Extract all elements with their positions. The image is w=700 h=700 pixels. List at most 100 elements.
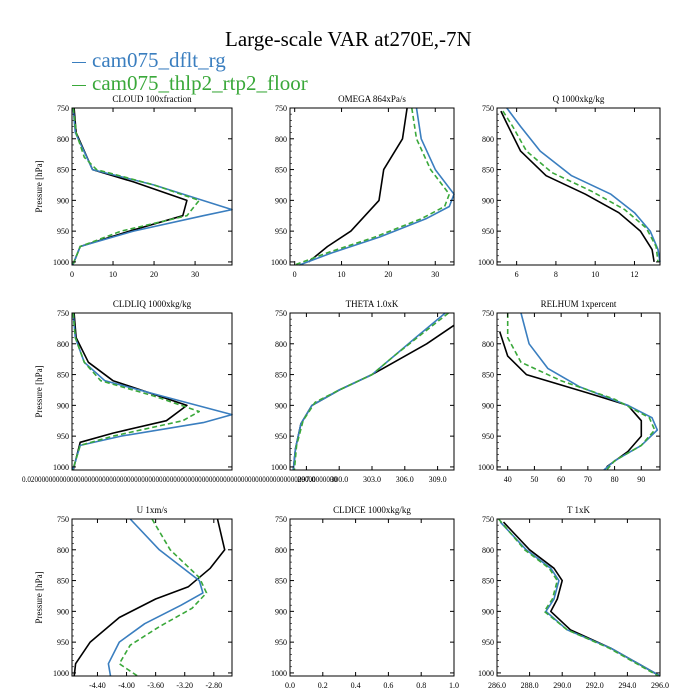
y-tick-label: 800 [482, 135, 494, 144]
y-tick-label: 950 [57, 432, 69, 441]
y-tick-label: 750 [482, 515, 494, 524]
x-tick-label: 297.0 [297, 475, 315, 484]
series-line-cam075_thlp2_rtp2_floor [293, 312, 449, 471]
x-tick-label: 288.0 [521, 681, 539, 690]
axes-frame [289, 518, 455, 677]
x-tick-label: 306.0 [396, 475, 414, 484]
panel-title: CLOUD 100xfraction [112, 94, 192, 104]
y-tick-label: 800 [57, 546, 69, 555]
x-tick-label: 0 [293, 270, 297, 279]
y-axis-label: Pressure [hPa] [34, 365, 44, 417]
series-line-black [292, 324, 455, 471]
y-tick-label: 800 [275, 340, 287, 349]
y-tick-label: 1000 [271, 463, 287, 472]
legend-entry-floor: cam075_thlp2_rtp2_floor [72, 71, 308, 96]
y-tick-label: 750 [275, 104, 287, 113]
axes-frame [289, 107, 455, 266]
x-tick-label: 20 [384, 270, 392, 279]
x-tick-label: -2.80 [205, 681, 222, 690]
x-tick-label: 30 [431, 270, 439, 279]
y-tick-label: 1000 [53, 258, 69, 267]
panel-2: OMEGA 864xPa/s 750 800 850 900 950 1000 0 10 20 30 [271, 94, 455, 279]
series-line-cam075_thlp2_rtp2_floor [118, 518, 208, 677]
panel-title: T 1xK [567, 505, 591, 515]
y-tick-label: 800 [57, 340, 69, 349]
axes-frame [496, 312, 661, 471]
panel-4: CLDLIQ 1000xkg/kg 750 800 850 900 950 1000 0.02… [22, 299, 337, 484]
x-tick-label: -4.00 [118, 681, 135, 690]
x-tick-label: 6 [515, 270, 519, 279]
x-tick-label: 0.4 [351, 681, 361, 690]
y-tick-label: 950 [275, 638, 287, 647]
x-tick-label: 30 [191, 270, 199, 279]
y-tick-label: 1000 [478, 669, 494, 678]
y-tick-label: 800 [275, 546, 287, 555]
series-line-cam075_thlp2_rtp2_floor [72, 312, 200, 471]
x-tick-label: 0.6 [383, 681, 393, 690]
x-tick-label: 40 [504, 475, 512, 484]
x-tick-label: 0.2 [318, 681, 328, 690]
series-line-black [73, 518, 226, 677]
y-tick-label: 850 [482, 371, 494, 380]
series-line-cam075_thlp2_rtp2_floor [497, 518, 659, 677]
x-tick-label: 20 [150, 270, 158, 279]
x-tick-label: 8 [554, 270, 558, 279]
x-tick-label: -3.60 [147, 681, 164, 690]
y-tick-label: 750 [482, 104, 494, 113]
y-tick-label: 1000 [53, 463, 69, 472]
x-tick-label: -3.20 [176, 681, 193, 690]
x-tick-label: 60 [557, 475, 565, 484]
panel-title: Q 1000xkg/kg [553, 94, 605, 104]
y-tick-label: 900 [275, 196, 287, 205]
panel-title: RELHUM 1xpercent [541, 299, 617, 309]
panel-7: U 1xm/s 750 800 850 900 950 1000 -4.40 -4.00 -3.6… [34, 505, 233, 690]
legend-swatch-floor [72, 84, 86, 86]
axes-frame [496, 518, 661, 677]
y-tick-label: 750 [275, 309, 287, 318]
y-tick-label: 900 [57, 607, 69, 616]
x-tick-label: 0 [70, 270, 74, 279]
y-tick-label: 1000 [478, 463, 494, 472]
series-line-black [72, 312, 188, 471]
x-tick-label: 10 [109, 270, 117, 279]
series-line-black [498, 331, 643, 468]
x-tick-label-row: 0.02000000000000000000000000000000000000… [22, 475, 337, 484]
series-line-black [308, 107, 408, 263]
x-tick-label: 0.8 [416, 681, 426, 690]
x-tick-label: 1.0 [449, 681, 459, 690]
y-tick-label: 800 [57, 135, 69, 144]
y-tick-label: 850 [275, 371, 287, 380]
series-line-black [502, 521, 661, 677]
series-line-cam075_thlp2_rtp2_floor [72, 107, 200, 266]
x-tick-label: 286.0 [488, 681, 506, 690]
x-tick-label: 296.0 [651, 681, 669, 690]
y-tick-label: 900 [482, 607, 494, 616]
panel-title: CLDICE 1000xkg/kg [333, 505, 411, 515]
figure-title: Large-scale VAR at270E,-7N [225, 27, 472, 51]
x-tick-label: 50 [530, 475, 538, 484]
x-tick-label: 70 [584, 475, 592, 484]
panel-9: T 1xK 750 800 850 900 950 1000 286.0 288.0 290.0 2… [478, 505, 669, 690]
legend-label-floor: cam075_thlp2_rtp2_floor [92, 71, 308, 95]
y-tick-label: 850 [482, 166, 494, 175]
x-tick-label: 0.0 [285, 681, 295, 690]
y-tick-label: 950 [482, 432, 494, 441]
y-tick-label: 850 [57, 371, 69, 380]
axes-frame [71, 312, 233, 471]
series-line-black [500, 110, 655, 263]
y-tick-label: 900 [482, 401, 494, 410]
series-line-cam075_thlp2_rtp2_floor [502, 110, 659, 262]
y-axis-label: Pressure [hPa] [34, 571, 44, 623]
x-tick-label: 294.0 [618, 681, 636, 690]
series-line-cam075_dflt_rg [72, 107, 233, 266]
y-tick-label: 950 [275, 227, 287, 236]
y-tick-label: 950 [482, 638, 494, 647]
y-tick-label: 750 [275, 515, 287, 524]
x-tick-label: 10 [591, 270, 599, 279]
panel-title: OMEGA 864xPa/s [338, 94, 406, 104]
x-tick-label: -4.40 [89, 681, 106, 690]
y-tick-label: 950 [275, 432, 287, 441]
series-line-cam075_thlp2_rtp2_floor [506, 313, 656, 471]
y-tick-label: 800 [275, 135, 287, 144]
